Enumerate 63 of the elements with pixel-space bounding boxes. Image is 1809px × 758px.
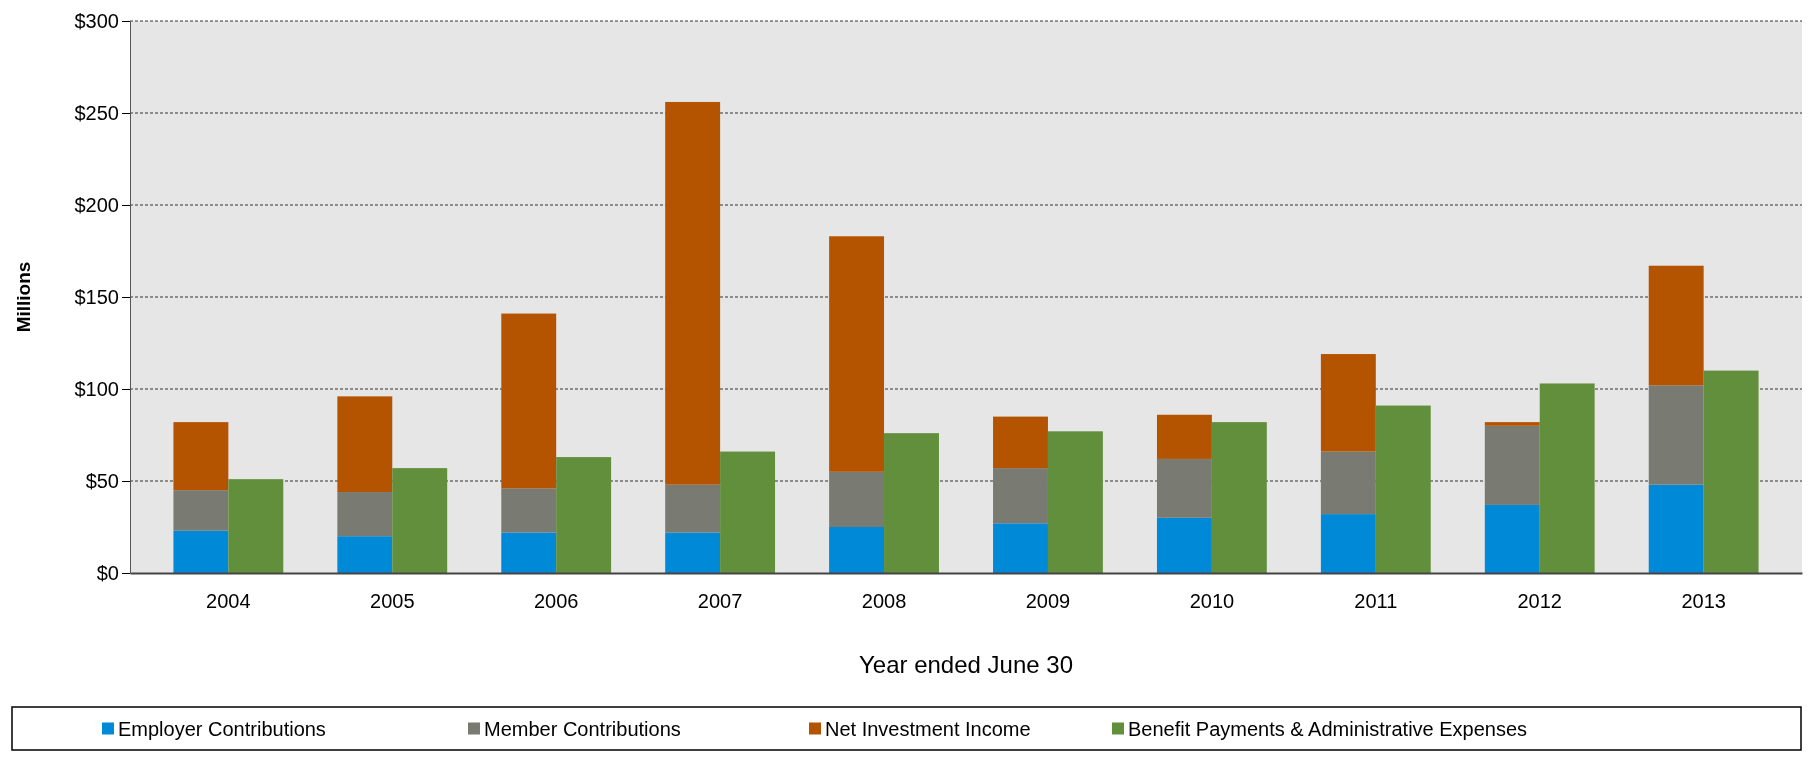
bar [884, 433, 939, 573]
x-tick-label: 2010 [1189, 590, 1235, 612]
bar [1484, 425, 1540, 505]
x-tick-label: 2012 [1517, 590, 1562, 612]
bar [1156, 458, 1212, 518]
x-tick-label: 2007 [697, 590, 743, 612]
bar [829, 236, 885, 472]
bar [993, 523, 1048, 573]
bar [337, 492, 393, 537]
x-axis-title: Year ended June 30 [859, 651, 1073, 678]
x-tick-label: 2005 [370, 590, 415, 612]
y-tick-label: $200 [74, 193, 119, 216]
bar [228, 479, 284, 573]
bar [1484, 504, 1540, 573]
bar [337, 396, 393, 493]
y-tick-label: $100 [74, 377, 119, 400]
bar [1484, 422, 1540, 426]
x-tick-label: 2006 [533, 590, 579, 612]
x-tick-label: 2008 [861, 590, 907, 612]
bar [1156, 517, 1212, 573]
bar [1156, 414, 1212, 459]
y-axis-title: Millions [13, 261, 34, 333]
bar [829, 471, 885, 527]
bar [1648, 265, 1704, 386]
legend-label: Employer Contributions [118, 717, 326, 740]
bar [1648, 385, 1704, 485]
x-tick-label: 2011 [1354, 590, 1398, 612]
y-tick-label: $300 [74, 9, 119, 32]
bar [1648, 484, 1704, 573]
bar [501, 313, 557, 489]
bar [829, 527, 885, 573]
bar [665, 532, 721, 573]
bar [1320, 354, 1376, 452]
bar [173, 530, 229, 573]
y-tick-label: $50 [85, 469, 119, 492]
bar [665, 484, 721, 533]
x-tick-label: 2013 [1681, 590, 1726, 612]
bar [173, 490, 229, 531]
bar [993, 416, 1048, 469]
x-tick-label: 2009 [1025, 590, 1071, 612]
y-tick-label: $0 [96, 561, 119, 584]
y-tick-label: $150 [74, 285, 119, 308]
bar [1320, 514, 1376, 573]
legend-label: Member Contributions [484, 717, 681, 740]
bar [993, 468, 1048, 524]
y-tick-label: $250 [74, 101, 119, 124]
bar [392, 468, 448, 573]
legend-label: Benefit Payments & Administrative Expenses [1128, 717, 1528, 740]
bar [1047, 431, 1103, 573]
bar [665, 101, 721, 485]
bar [1539, 383, 1595, 573]
bar [1375, 405, 1431, 573]
bar [1320, 451, 1376, 515]
bar [501, 488, 557, 533]
bar [556, 457, 612, 573]
bar [501, 532, 557, 573]
bar [1703, 370, 1759, 573]
bar [173, 422, 229, 491]
x-tick-label: 2004 [206, 590, 251, 612]
bar [1211, 422, 1267, 573]
bar [720, 451, 776, 573]
legend-label: Net Investment Income [825, 717, 1031, 740]
bar [337, 536, 393, 573]
